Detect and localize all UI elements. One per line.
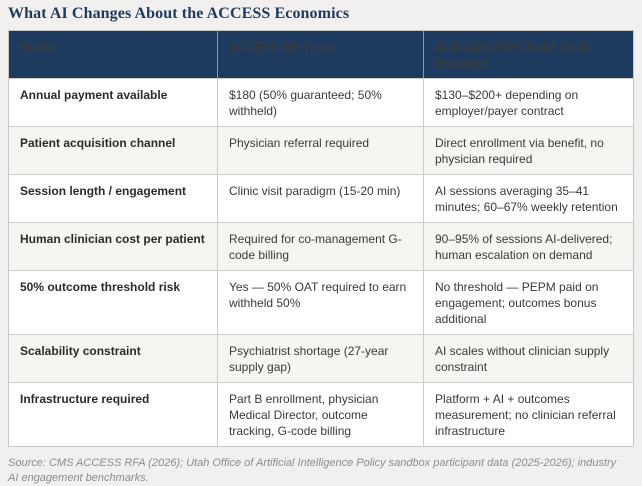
page-title: What AI Changes About the ACCESS Economi…: [8, 5, 350, 22]
metric-cell: Annual payment available: [9, 79, 218, 126]
metric-cell: Scalability constraint: [9, 335, 218, 382]
ai-model-cell: Platform + AI + outcomes measurement; no…: [435, 392, 616, 438]
metric-cell: Infrastructure required: [9, 383, 218, 446]
table-row: Infrastructure required Part B enrollmen…: [9, 382, 633, 446]
ai-model-cell: No threshold — PEPM paid on engagement; …: [435, 280, 599, 326]
table-row: Patient acquisition channel Physician re…: [9, 126, 633, 174]
table-row: Annual payment available $180 (50% guara…: [9, 78, 633, 126]
ai-model-cell: Direct enrollment via benefit, no physic…: [435, 136, 604, 166]
ai-model-cell: $130–$200+ depending on employer/payer c…: [435, 88, 579, 118]
access-track-cell: Physician referral required: [218, 127, 424, 174]
source-note: Source: CMS ACCESS RFA (2026); Utah Offi…: [8, 457, 617, 484]
table-row: Human clinician cost per patient Require…: [9, 222, 633, 270]
access-track-cell: Psychiatrist shortage (27-year supply ga…: [218, 335, 424, 382]
table-row: Scalability constraint Psychiatrist shor…: [9, 334, 633, 382]
ai-model-cell: AI scales without clinician supply const…: [435, 344, 610, 374]
column-header-access-bh-track: ACCESS BH Track: [218, 31, 424, 78]
metric-cell: Session length / engagement: [9, 175, 218, 222]
ai-model-cell: 90–95% of sessions AI-delivered; human e…: [435, 232, 613, 262]
column-header-metric: Metric: [9, 31, 218, 78]
table-row: 50% outcome threshold risk Yes — 50% OAT…: [9, 270, 633, 334]
access-track-cell: Clinic visit paradigm (15-20 min): [218, 175, 424, 222]
column-header-ai-enabled-model: AI-Enabled BH Model (Utah Example): [435, 40, 591, 70]
table-body: Annual payment available $180 (50% guara…: [9, 78, 633, 446]
ai-model-cell: AI sessions averaging 35–41 minutes; 60–…: [435, 184, 618, 214]
access-track-cell: Part B enrollment, physician Medical Dir…: [218, 383, 424, 446]
metric-cell: 50% outcome threshold risk: [9, 271, 218, 334]
access-track-cell: Required for co-management G-code billin…: [218, 223, 424, 270]
metric-cell: Human clinician cost per patient: [9, 223, 218, 270]
metric-cell: Patient acquisition channel: [9, 127, 218, 174]
access-track-cell: $180 (50% guaranteed; 50% withheld): [218, 79, 424, 126]
table-row: Session length / engagement Clinic visit…: [9, 174, 633, 222]
access-track-cell: Yes — 50% OAT required to earn withheld …: [218, 271, 424, 334]
comparison-table: Metric ACCESS BH Track AI-Enabled BH Mod…: [8, 30, 634, 447]
document-page: What AI Changes About the ACCESS Economi…: [8, 5, 634, 484]
table-header-row: Metric ACCESS BH Track AI-Enabled BH Mod…: [9, 31, 633, 78]
